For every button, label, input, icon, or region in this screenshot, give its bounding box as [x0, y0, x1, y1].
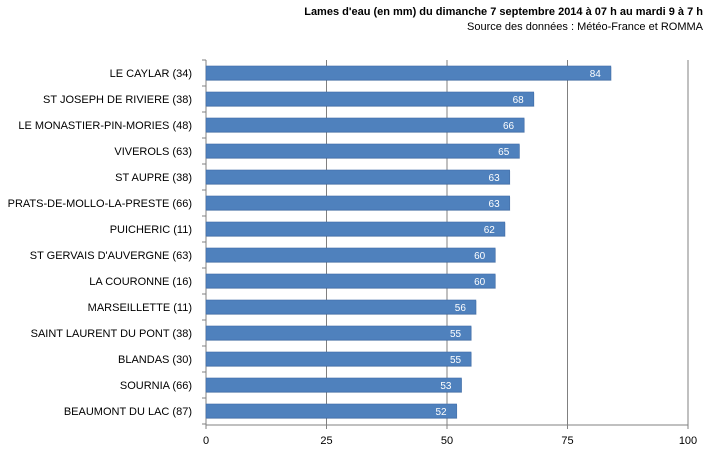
category-label: PUICHERIC (11) — [110, 224, 192, 236]
category-label: ST JOSEPH DE RIVIERE (38) — [43, 94, 192, 106]
category-label: PRATS-DE-MOLLO-LA-PRESTE (66) — [8, 198, 192, 210]
data-label: 55 — [450, 355, 462, 366]
bar — [205, 221, 506, 237]
data-label: 62 — [484, 225, 496, 236]
data-label: 63 — [489, 173, 501, 184]
category-label: ST AUPRE (38) — [115, 172, 192, 184]
x-tick-label: 75 — [561, 435, 573, 447]
category-label: LA COURONNE (16) — [89, 276, 192, 288]
chart-header: Lames d'eau (en mm) du dimanche 7 septem… — [304, 5, 703, 35]
data-label: 66 — [503, 121, 515, 132]
data-label: 68 — [513, 95, 525, 106]
bar — [205, 195, 510, 211]
data-label: 65 — [498, 147, 510, 158]
data-label: 55 — [450, 329, 462, 340]
x-tick-label: 25 — [320, 435, 332, 447]
category-label: BEAUMONT DU LAC (87) — [64, 406, 192, 418]
data-label: 53 — [440, 381, 452, 392]
category-label: ST GERVAIS D'AUVERGNE (63) — [30, 250, 192, 262]
category-label: SOURNIA (66) — [120, 380, 192, 392]
data-label: 52 — [436, 407, 448, 418]
bar — [205, 143, 520, 159]
bar — [205, 117, 525, 133]
data-label: 56 — [455, 303, 467, 314]
bar — [205, 377, 462, 393]
bar — [205, 91, 535, 107]
bar — [205, 273, 496, 289]
category-label: BLANDAS (30) — [118, 354, 192, 366]
bar — [205, 247, 496, 263]
data-label: 84 — [590, 69, 602, 80]
category-label: SAINT LAURENT DU PONT (38) — [31, 328, 192, 340]
bar — [205, 325, 472, 341]
bar — [205, 65, 612, 81]
category-label: VIVEROLS (63) — [114, 146, 192, 158]
data-label: 63 — [489, 199, 501, 210]
x-tick-label: 100 — [679, 435, 697, 447]
x-tick-label: 50 — [441, 435, 453, 447]
bar — [205, 351, 472, 367]
bar — [205, 169, 510, 185]
chart-subtitle: Source des données : Météo-France et ROM… — [467, 21, 703, 33]
category-label: LE CAYLAR (34) — [110, 68, 192, 80]
chart-title: Lames d'eau (en mm) du dimanche 7 septem… — [304, 6, 703, 18]
category-label: MARSEILLETTE (11) — [88, 302, 192, 314]
bar — [205, 299, 477, 315]
x-tick-label: 0 — [203, 435, 209, 447]
data-label: 60 — [474, 251, 486, 262]
category-label: LE MONASTIER-PIN-MORIES (48) — [18, 120, 192, 132]
data-label: 60 — [474, 277, 486, 288]
bar — [205, 403, 457, 419]
